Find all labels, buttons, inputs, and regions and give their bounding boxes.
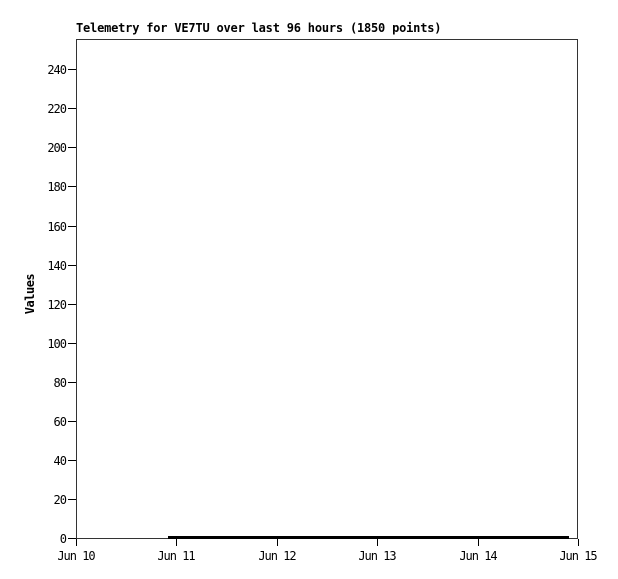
y-tick: [68, 460, 76, 461]
y-tick-label: 180: [47, 180, 67, 194]
y-tick-label: 240: [47, 63, 67, 77]
y-tick: [68, 538, 76, 539]
x-tick-label: Jun 12: [258, 549, 296, 563]
y-tick: [68, 147, 76, 148]
y-tick-label: 80: [53, 376, 67, 390]
y-tick-label: 120: [47, 298, 67, 312]
y-tick: [68, 304, 76, 305]
y-tick-label: 200: [47, 141, 67, 155]
x-tick-label: Jun 11: [157, 549, 195, 563]
data-series-line: [168, 536, 569, 539]
y-tick: [68, 108, 76, 109]
y-tick-label: 20: [53, 493, 67, 507]
y-tick-label: 40: [53, 454, 67, 468]
x-tick-label: Jun 10: [57, 549, 95, 563]
plot-area: [76, 39, 578, 539]
y-tick: [68, 265, 76, 266]
y-tick-label: 220: [47, 102, 67, 116]
y-tick: [68, 382, 76, 383]
x-tick: [377, 539, 378, 546]
y-tick: [68, 186, 76, 187]
x-tick-label: Jun 14: [459, 549, 497, 563]
x-tick: [176, 539, 177, 546]
x-tick: [578, 539, 579, 546]
x-tick-label: Jun 15: [559, 549, 597, 563]
y-tick-label: 160: [47, 220, 67, 234]
x-tick-label: Jun 13: [358, 549, 396, 563]
y-tick-label: 100: [47, 337, 67, 351]
y-tick: [68, 69, 76, 70]
y-tick: [68, 226, 76, 227]
y-tick: [68, 343, 76, 344]
y-tick: [68, 499, 76, 500]
y-axis-label: Values: [23, 273, 37, 315]
x-tick: [277, 539, 278, 546]
x-tick: [478, 539, 479, 546]
y-tick-label: 140: [47, 259, 67, 273]
y-tick-label: 60: [53, 415, 67, 429]
y-tick-label: 0: [59, 532, 67, 546]
y-tick: [68, 421, 76, 422]
x-tick: [76, 539, 77, 546]
chart-title: Telemetry for VE7TU over last 96 hours (…: [76, 21, 442, 35]
